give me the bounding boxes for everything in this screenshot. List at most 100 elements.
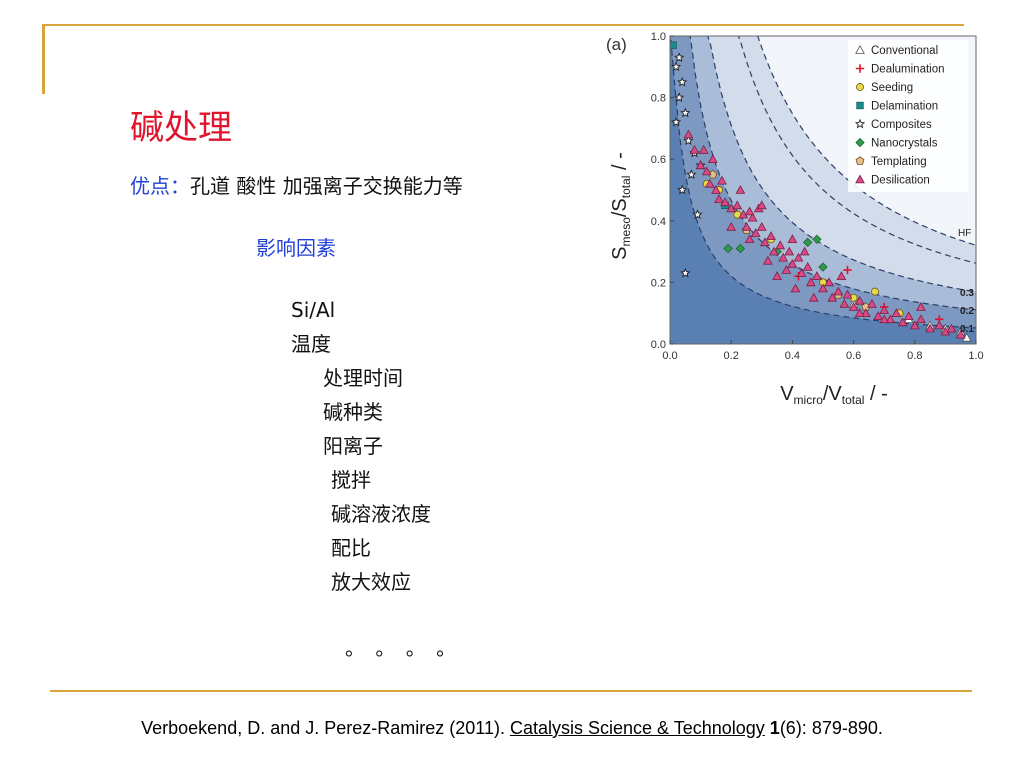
data-point-desilication xyxy=(860,308,871,318)
data-point-composites xyxy=(674,52,685,62)
factor-item: 放大效应 xyxy=(331,570,411,594)
data-point-desilication xyxy=(934,320,945,330)
data-point-desilication xyxy=(741,221,752,231)
x-tick-label: 0.4 xyxy=(785,350,800,362)
data-point-desilication xyxy=(839,298,850,308)
legend-marker-seeding xyxy=(856,83,864,91)
data-point-desilication xyxy=(916,314,926,324)
legend-marker-composites xyxy=(854,118,866,129)
factor-item: 温度 xyxy=(291,332,331,356)
data-point-nanocrystals xyxy=(723,243,733,254)
data-point-desilication xyxy=(827,292,838,302)
data-point-desilication xyxy=(833,286,844,296)
data-point-desilication xyxy=(842,289,853,299)
data-point-desilication xyxy=(698,144,709,154)
xlabel-main: V xyxy=(780,383,794,405)
hf-contour-line xyxy=(737,36,976,264)
legend-label: Nanocrystals xyxy=(871,138,938,150)
factor-item: 配比 xyxy=(331,536,371,560)
advantages-text: 孔道 酸性 加强离子交换能力等 xyxy=(190,174,463,198)
legend-label: Dealumination xyxy=(871,64,945,76)
ylabel-mid: /S xyxy=(609,198,631,217)
data-point-desilication xyxy=(891,308,902,318)
data-point-desilication xyxy=(695,160,706,170)
citation-volume: 1 xyxy=(769,718,780,738)
data-point-composites xyxy=(680,107,691,118)
data-point-desilication xyxy=(796,268,807,277)
hf-contour-line xyxy=(688,36,976,311)
x-tick-label: 0.2 xyxy=(724,350,739,362)
svg-text:Smeso/Stotal / -: Smeso/Stotal / - xyxy=(609,152,633,260)
factor-item: 处理时间 xyxy=(323,366,403,390)
x-tick-label: 1.0 xyxy=(968,350,983,362)
data-point-desilication xyxy=(909,320,920,330)
data-point-composites xyxy=(677,184,688,195)
legend-label: Composites xyxy=(871,119,932,131)
data-point-desilication xyxy=(763,255,773,265)
data-point-delamination xyxy=(670,41,677,49)
chart-panel-label: (a) xyxy=(606,35,627,54)
y-tick-label: 0.6 xyxy=(651,154,666,166)
citation: Verboekend, D. and J. Perez-Ramirez (201… xyxy=(0,718,1024,739)
data-point-desilication xyxy=(925,323,935,333)
hf-label: HF xyxy=(958,228,971,239)
data-point-desilication xyxy=(885,314,896,324)
data-point-desilication xyxy=(802,261,813,271)
data-point-desilication xyxy=(805,277,816,287)
factor-item: 碱溶液浓度 xyxy=(331,502,431,526)
y-tick-label: 1.0 xyxy=(651,31,666,43)
x-axis-label: Vmicro/Vtotal / - xyxy=(780,383,888,407)
data-point-composites xyxy=(692,209,703,219)
data-point-desilication xyxy=(747,212,758,222)
legend-marker-nanocrystals xyxy=(855,137,865,148)
data-point-desilication xyxy=(787,258,798,268)
data-point-composites xyxy=(674,92,685,102)
xlabel-sub1: micro xyxy=(794,393,824,407)
legend-label: Templating xyxy=(871,156,927,168)
data-point-desilication xyxy=(714,194,724,204)
hf-band-2 xyxy=(670,36,976,344)
ylabel-sub1: meso xyxy=(619,217,633,247)
data-point-desilication xyxy=(824,277,834,287)
data-point-nanocrystals xyxy=(812,234,822,244)
svg-text:Vmicro/Vtotal / -: Vmicro/Vtotal / - xyxy=(780,383,888,407)
data-point-desilication xyxy=(769,246,779,256)
hf-contour-label: 0.1 xyxy=(960,324,974,335)
hf-band-3 xyxy=(670,36,976,344)
data-point-desilication xyxy=(873,311,883,321)
hf-contour-line xyxy=(670,36,976,329)
citation-prefix: Verboekend, D. and J. Perez-Ramirez (201… xyxy=(141,718,510,738)
factor-item: 搅拌 xyxy=(331,468,371,492)
data-point-desilication xyxy=(793,252,804,262)
data-point-desilication xyxy=(848,301,859,311)
data-point-desilication xyxy=(854,295,865,305)
data-point-composites xyxy=(670,61,682,72)
data-point-desilication xyxy=(818,283,828,293)
data-point-desilication xyxy=(808,292,819,302)
y-axis-label: Smeso/Stotal / - xyxy=(609,152,633,260)
data-point-desilication xyxy=(867,298,877,308)
factor-item: 阳离子 xyxy=(323,434,383,458)
legend-marker-desilication xyxy=(855,174,865,184)
data-point-desilication xyxy=(756,200,767,210)
data-point-desilication xyxy=(744,234,755,244)
hf-contour-line xyxy=(757,36,976,246)
y-tick-label: 0.0 xyxy=(651,339,666,351)
xlabel-mid: /V xyxy=(823,383,843,405)
ylabel-sub2: total xyxy=(619,176,633,199)
gold-vertical-rule xyxy=(42,24,45,94)
plot-frame xyxy=(669,35,977,345)
data-point-desilication xyxy=(711,184,721,194)
data-point-composites xyxy=(677,76,688,87)
advantages-line: 优点：孔道 酸性 加强离子交换能力等 xyxy=(130,170,463,199)
data-point-desilication xyxy=(799,246,810,256)
data-point-desilication xyxy=(720,197,730,207)
citation-journal-link[interactable]: Catalysis Science & Technology xyxy=(509,718,765,738)
y-tick-label: 0.2 xyxy=(651,277,666,289)
data-point-desilication xyxy=(903,311,914,321)
data-point-desilication xyxy=(683,129,694,139)
data-point-desilication xyxy=(790,283,801,293)
x-tick-label: 0.8 xyxy=(907,350,922,362)
data-point-desilication xyxy=(717,175,727,185)
data-point-desilication xyxy=(726,221,737,231)
